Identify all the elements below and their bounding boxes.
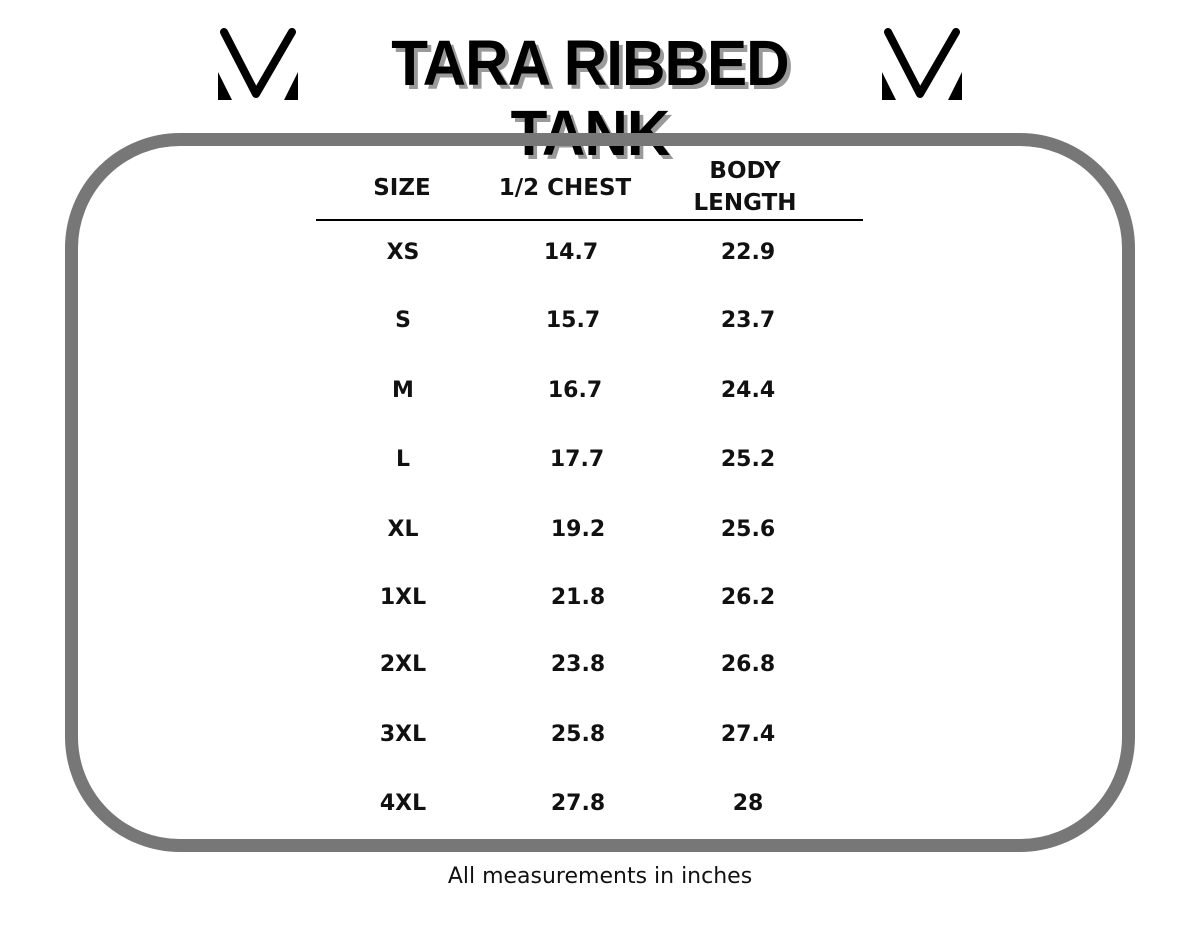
table-cell-chest: 14.7 xyxy=(543,240,599,265)
header-body-line1: BODY xyxy=(709,158,781,184)
header: TARA RIBBED TANK xyxy=(0,22,1200,168)
table-cell-size: S xyxy=(395,308,411,333)
v-logo-icon xyxy=(882,28,962,100)
table-cell-size: XS xyxy=(386,240,420,265)
table-cell-body: 27.4 xyxy=(720,722,776,747)
header-body-line2: LENGTH xyxy=(693,190,797,216)
table-cell-chest: 21.8 xyxy=(550,585,606,610)
table-cell-body: 23.7 xyxy=(720,308,776,333)
table-cell-body: 25.6 xyxy=(720,517,776,542)
table-cell-size: 2XL xyxy=(379,652,427,677)
table-cell-body: 28 xyxy=(732,791,764,816)
table-cell-body: 26.8 xyxy=(720,652,776,677)
table-cell-chest: 15.7 xyxy=(545,308,601,333)
v-logo-icon xyxy=(218,28,298,100)
table-cell-size: 4XL xyxy=(379,791,427,816)
header-size: SIZE xyxy=(373,175,431,201)
table-cell-chest: 27.8 xyxy=(550,791,606,816)
table-cell-size: XL xyxy=(387,517,419,542)
table-cell-size: M xyxy=(392,378,414,403)
header-divider xyxy=(316,219,863,221)
table-cell-size: L xyxy=(395,447,411,472)
table-cell-body: 24.4 xyxy=(720,378,776,403)
header-body-length: BODY LENGTH xyxy=(665,155,825,219)
table-cell-size: 3XL xyxy=(379,722,427,747)
table-cell-body: 26.2 xyxy=(720,585,776,610)
header-chest: 1/2 CHEST xyxy=(498,175,632,201)
table-cell-chest: 25.8 xyxy=(550,722,606,747)
table-frame xyxy=(65,133,1135,852)
table-cell-chest: 16.7 xyxy=(547,378,603,403)
table-cell-size: 1XL xyxy=(379,585,427,610)
table-cell-body: 22.9 xyxy=(720,240,776,265)
table-cell-body: 25.2 xyxy=(720,447,776,472)
footer-note: All measurements in inches xyxy=(447,864,753,889)
table-cell-chest: 17.7 xyxy=(549,447,605,472)
table-cell-chest: 23.8 xyxy=(550,652,606,677)
table-cell-chest: 19.2 xyxy=(550,517,606,542)
